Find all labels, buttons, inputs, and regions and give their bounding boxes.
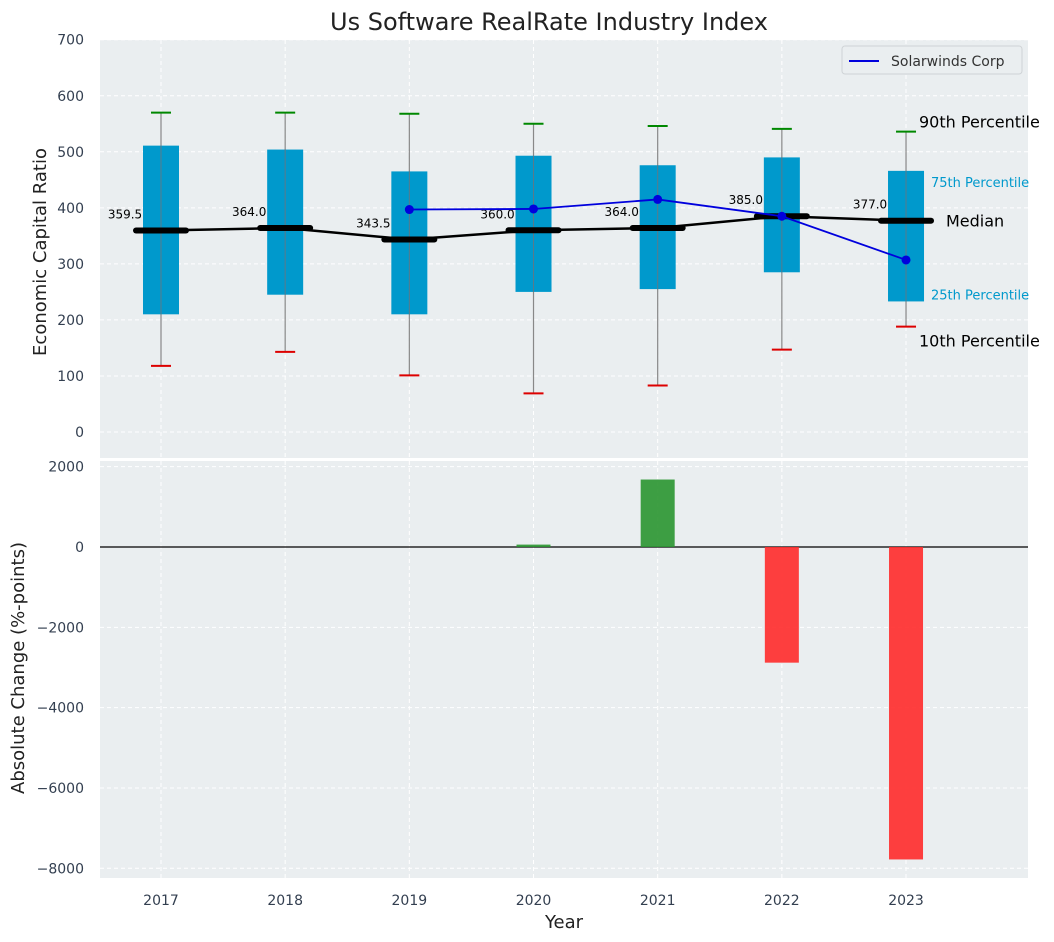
median-value-label: 343.5	[356, 217, 390, 231]
p90-annotation: 90th Percentile	[919, 113, 1040, 132]
x-tick-label: 2023	[888, 893, 924, 909]
median-value-label: 360.0	[480, 207, 514, 221]
median-value-label: 364.0	[232, 205, 266, 219]
top-y-tick-label: 200	[57, 313, 84, 329]
bottom-panel: −8000 −6000 −4000 −2000 0 2000 2017 2018 2019 202…	[37, 460, 1028, 909]
top-y-tick-label: 700	[57, 33, 84, 49]
legend-box	[841, 45, 1023, 75]
change-bar	[889, 547, 924, 860]
change-bar	[764, 547, 799, 663]
x-tick-label: 2021	[640, 893, 676, 909]
median-annotation: Median	[946, 212, 1004, 231]
top-y-tick-label: 300	[57, 257, 84, 273]
top-y-tick-label: 400	[57, 201, 84, 217]
median-value-label: 377.0	[853, 198, 887, 212]
x-tick-label: 2019	[392, 893, 428, 909]
median-value-label: 364.0	[605, 205, 639, 219]
change-bar	[640, 479, 675, 547]
x-tick-label: 2017	[143, 893, 179, 909]
bottom-plot-area	[100, 461, 1028, 878]
bottom-y-tick-label: −4000	[37, 701, 84, 717]
bottom-y-tick-label: −6000	[37, 781, 84, 797]
median-value-label: 359.5	[108, 208, 142, 222]
legend-label: Solarwinds Corp	[891, 54, 1005, 70]
bottom-y-tick-label: 0	[75, 540, 84, 556]
top-y-tick-label: 600	[57, 89, 84, 105]
top-y-tick-label: 500	[57, 145, 84, 161]
bottom-y-tick-label: 2000	[48, 460, 84, 476]
chart-title: Us Software RealRate Industry Index	[330, 8, 768, 36]
x-tick-label: 2020	[516, 893, 552, 909]
p25-annotation: 25th Percentile	[931, 288, 1029, 303]
median-value-label: 385.0	[729, 193, 763, 207]
solarwinds-point	[777, 211, 787, 221]
bottom-y-axis-label: Absolute Change (%-points)	[8, 542, 29, 794]
p75-annotation: 75th Percentile	[931, 176, 1029, 191]
x-axis-label: Year	[544, 912, 584, 933]
x-tick-label: 2018	[267, 893, 303, 909]
top-y-tick-label: 100	[57, 369, 84, 385]
solarwinds-point	[404, 205, 414, 215]
solarwinds-point	[653, 194, 663, 204]
bottom-y-tick-label: −2000	[37, 620, 84, 636]
x-tick-label: 2022	[764, 893, 800, 909]
change-bar	[516, 544, 551, 547]
p10-annotation: 10th Percentile	[919, 332, 1040, 351]
top-y-axis-label: Economic Capital Ratio	[30, 148, 51, 356]
bottom-y-tick-label: −8000	[37, 861, 84, 877]
solarwinds-point	[529, 204, 539, 214]
top-panel: 0 100 200 300 400 500 600 700 359.5 364.0 343.5 360…	[57, 33, 1040, 458]
solarwinds-point	[901, 255, 911, 265]
top-y-tick-label: 0	[75, 425, 84, 441]
